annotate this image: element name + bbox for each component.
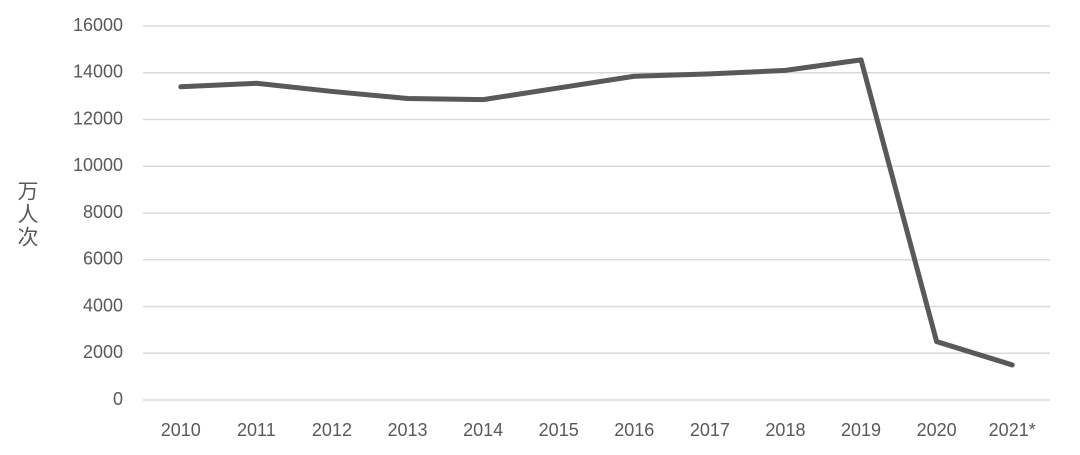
y-tick-label: 8000 [83,202,123,222]
x-tick-label: 2016 [614,420,654,440]
x-tick-label: 2019 [841,420,881,440]
y-tick-label: 6000 [83,249,123,269]
x-tick-label: 2018 [765,420,805,440]
y-tick-label: 0 [113,389,123,409]
y-tick-label: 2000 [83,342,123,362]
x-tick-label: 2011 [237,420,276,440]
x-tick-label: 2014 [463,420,503,440]
x-tick-label: 2017 [690,420,730,440]
y-tick-label: 10000 [73,155,123,175]
y-tick-label: 4000 [83,295,123,315]
x-tick-label: 2020 [917,420,957,440]
x-tick-label: 2012 [312,420,352,440]
x-tick-label: 2015 [539,420,579,440]
y-tick-label: 14000 [73,62,123,82]
x-tick-label: 2010 [161,420,201,440]
y-axis-label: 万人次 [15,180,39,249]
y-tick-label: 12000 [73,108,123,128]
data-line [178,57,1015,368]
y-tick-label: 16000 [73,15,123,35]
x-tick-label: 2021* [989,420,1036,440]
x-tick-label: 2013 [388,420,428,440]
